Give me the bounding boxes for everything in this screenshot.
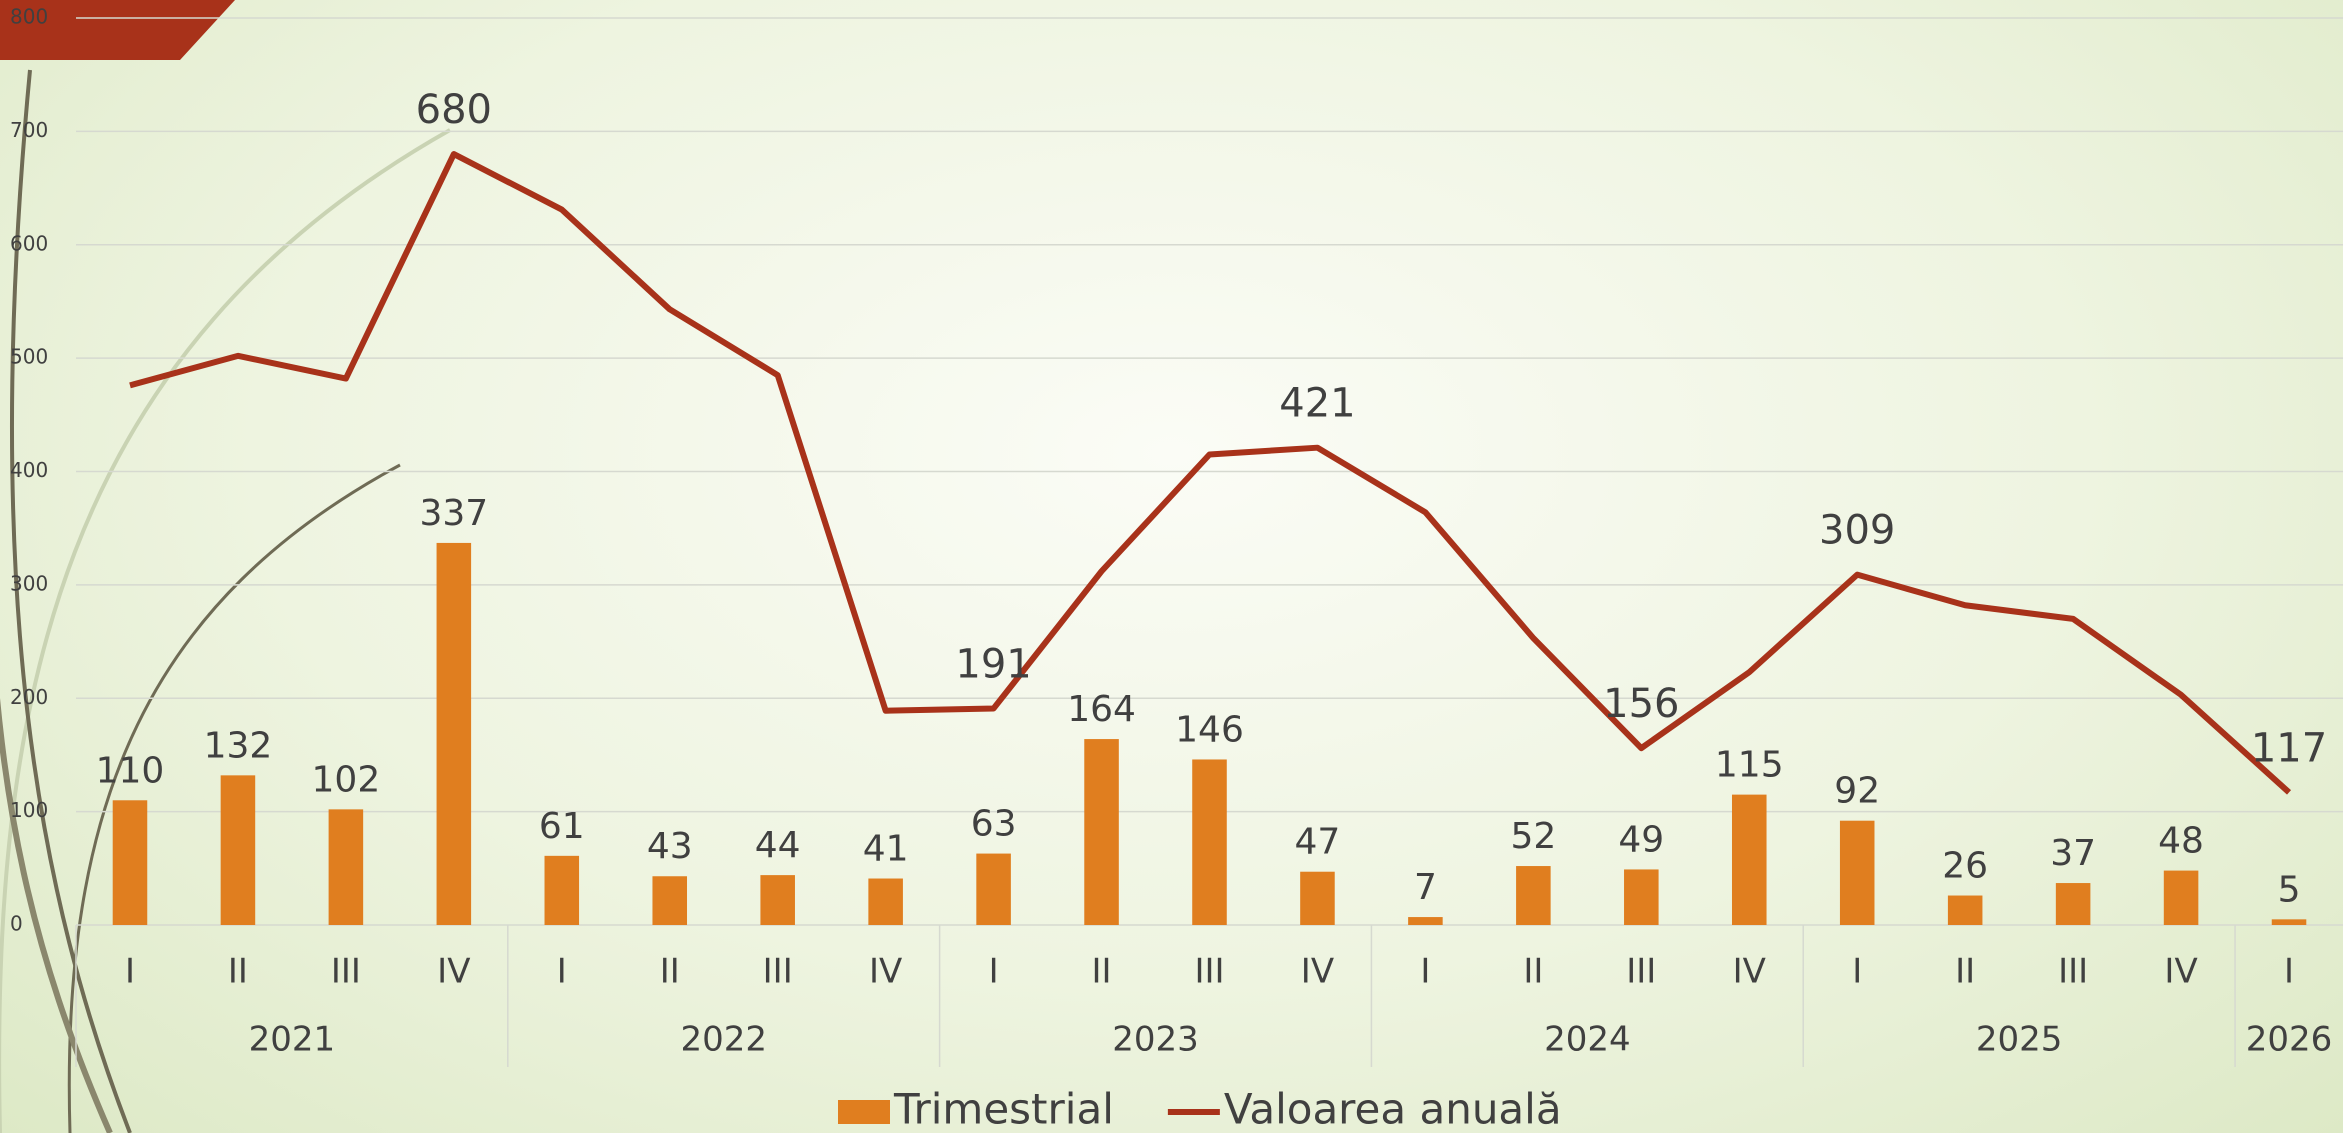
- data-label: 63: [971, 804, 1017, 845]
- bar: [2271, 919, 2307, 925]
- bar: [760, 875, 795, 925]
- group-label: 2021: [249, 1020, 336, 1060]
- bar: [544, 855, 580, 925]
- x-tick-label: IV: [1301, 952, 1334, 992]
- bar: [2055, 883, 2091, 925]
- bar: [1408, 917, 1443, 925]
- x-tick-label: II: [1523, 952, 1543, 992]
- x-tick-label: IV: [1733, 952, 1766, 992]
- data-label: 47: [1295, 822, 1341, 863]
- x-tick-label: IV: [869, 952, 902, 992]
- data-label: 421: [1279, 381, 1355, 427]
- x-tick-label: III: [763, 952, 793, 992]
- data-label: 37: [2050, 833, 2096, 874]
- x-tick-label: III: [2058, 952, 2088, 992]
- data-label: 41: [863, 829, 909, 870]
- data-label: 92: [1834, 771, 1880, 812]
- data-label: 7: [1414, 867, 1437, 908]
- data-label: 48: [2158, 821, 2204, 862]
- bar: [1731, 794, 1767, 925]
- y-tick-label: 500: [10, 345, 48, 369]
- line: [129, 151, 2292, 795]
- data-label: 5: [2278, 869, 2301, 910]
- data-label: 337: [419, 493, 488, 534]
- data-label: 680: [416, 87, 492, 133]
- legend-label: Trimestrial: [893, 1085, 1114, 1133]
- data-label: 156: [1603, 681, 1679, 727]
- x-tick-label: II: [660, 952, 680, 992]
- data-label: 110: [96, 750, 165, 791]
- x-tick-label: III: [331, 952, 361, 992]
- bar: [1084, 739, 1119, 925]
- data-label: 43: [647, 826, 693, 867]
- data-label: 102: [312, 759, 381, 800]
- x-tick-label: I: [2284, 952, 2294, 992]
- x-tick-label: II: [228, 952, 248, 992]
- legend-swatch: [838, 1100, 890, 1124]
- data-label: 164: [1067, 689, 1136, 730]
- data-label: 52: [1510, 816, 1556, 857]
- bar: [220, 775, 256, 925]
- x-tick-label: I: [125, 952, 135, 992]
- x-tick-label: III: [1626, 952, 1656, 992]
- y-tick-label: 400: [10, 458, 48, 482]
- data-label: 146: [1175, 709, 1244, 750]
- x-tick-label: I: [1852, 952, 1862, 992]
- y-tick-label: 100: [10, 798, 48, 822]
- x-tick-label: IV: [437, 952, 470, 992]
- bar: [328, 809, 364, 925]
- bar: [1947, 895, 1983, 925]
- data-label: 132: [204, 725, 273, 766]
- x-tick-label: I: [1420, 952, 1430, 992]
- x-tick-label: I: [557, 952, 567, 992]
- y-tick-label: 800: [10, 5, 48, 29]
- legend-label: Valoarea anuală: [1224, 1085, 1562, 1133]
- bar: [1300, 871, 1335, 925]
- bar: [1192, 759, 1227, 925]
- bar: [112, 800, 148, 925]
- data-label: 115: [1715, 745, 1784, 786]
- data-label: 26: [1942, 846, 1988, 887]
- bar: [436, 542, 472, 925]
- x-tick-label: III: [1194, 952, 1224, 992]
- data-label: 49: [1618, 819, 1664, 860]
- decoration: [0, 0, 451, 1133]
- bar: [976, 853, 1011, 925]
- bar: [652, 876, 688, 925]
- y-tick-label: 200: [10, 685, 48, 709]
- x-tick-label: II: [1955, 952, 1975, 992]
- group-label: 2022: [680, 1020, 767, 1060]
- data-label: 191: [955, 641, 1031, 687]
- group-label: 2024: [1544, 1020, 1631, 1060]
- data-label: 117: [2251, 725, 2327, 771]
- data-label: 309: [1819, 508, 1895, 554]
- x-tick-label: II: [1092, 952, 1112, 992]
- bar: [1624, 869, 1659, 925]
- bar: [1839, 820, 1875, 925]
- bar: [868, 878, 903, 925]
- group-label: 2025: [1976, 1020, 2063, 1060]
- data-label: 44: [755, 825, 801, 866]
- y-tick-label: 300: [10, 571, 48, 595]
- y-tick-label: 700: [10, 118, 48, 142]
- x-tick-label: I: [989, 952, 999, 992]
- y-tick-label: 600: [10, 231, 48, 255]
- data-label: 61: [539, 806, 585, 847]
- x-tick-label: IV: [2164, 952, 2197, 992]
- bar: [1516, 866, 1551, 925]
- group-label: 2026: [2246, 1020, 2333, 1060]
- y-tick-label: 0: [10, 912, 23, 936]
- bar: [2163, 870, 2199, 925]
- group-label: 2023: [1112, 1020, 1199, 1060]
